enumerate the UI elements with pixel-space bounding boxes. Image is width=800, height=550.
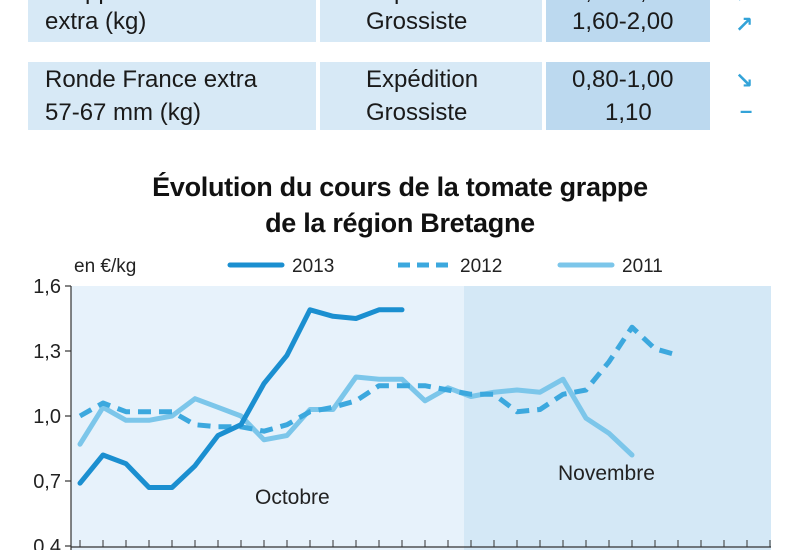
trend-up-icon: ↗ <box>735 12 754 37</box>
trend-up-icon: ↗ <box>735 0 753 8</box>
y-tick-label: 1,0 <box>33 406 61 428</box>
series-line-2013 <box>77 307 405 490</box>
y-tick-label: 0,7 <box>33 471 61 493</box>
row2-price-1: 0,80-1,00 <box>572 66 674 93</box>
row1-price-2: 1,60-2,00 <box>572 8 674 35</box>
y-ticks: 0,4 0,7 1,0 1,3 1,6 <box>33 276 71 550</box>
row1-stage-1: Expédition <box>366 0 478 8</box>
row1-price-1: 1,20-1,60 <box>572 0 673 8</box>
period-label-november: Novembre <box>558 462 655 485</box>
row1-price-band <box>546 0 710 42</box>
chart-plot: en €/kg 2013 2012 2011 Octobre Novembre … <box>33 256 771 550</box>
trend-down-icon: ↘ <box>735 68 754 93</box>
row2-price-2: 1,10 <box>605 99 652 126</box>
x-ticks <box>79 540 771 547</box>
row2-product-line1: Ronde France extra <box>45 66 258 93</box>
price-table: Grappe France extra (kg) Expédition Gros… <box>0 0 800 150</box>
row1-stage-band <box>320 0 542 42</box>
y-tick-label: 1,3 <box>33 341 61 363</box>
series-lines <box>77 307 679 490</box>
trend-stable-icon: – <box>740 98 753 123</box>
legend-label-2011: 2011 <box>622 256 663 277</box>
row2-stage-2: Grossiste <box>366 99 468 126</box>
row1-product-line2: extra (kg) <box>45 8 147 35</box>
series-line-2011 <box>77 374 635 458</box>
y-tick-label: 1,6 <box>33 276 61 298</box>
legend-label-2013: 2013 <box>292 256 334 277</box>
row2-product-line2: 57-67 mm (kg) <box>45 99 202 126</box>
period-label-october: Octobre <box>255 486 330 509</box>
y-tick-label: 0,4 <box>33 536 61 550</box>
series-line-2012 <box>78 324 679 434</box>
row1-product-band <box>28 0 316 42</box>
row2-stage-1: Expédition <box>366 66 479 93</box>
row1-product-line1: Grappe France <box>45 0 206 8</box>
row2-stage-band <box>320 62 542 130</box>
price-chart: Évolution du cours de la tomate grappe d… <box>0 150 800 550</box>
row2-price-band <box>546 62 710 130</box>
row1-stage-2: Grossiste <box>366 8 468 35</box>
chart-title-line1: Évolution du cours de la tomate grappe <box>152 172 648 202</box>
y-axis-label: en €/kg <box>74 256 136 277</box>
chart-title-line2: de la région Bretagne <box>265 208 535 238</box>
plot-background-november <box>464 286 771 550</box>
row2-product-band <box>28 62 316 130</box>
legend-label-2012: 2012 <box>460 256 502 277</box>
